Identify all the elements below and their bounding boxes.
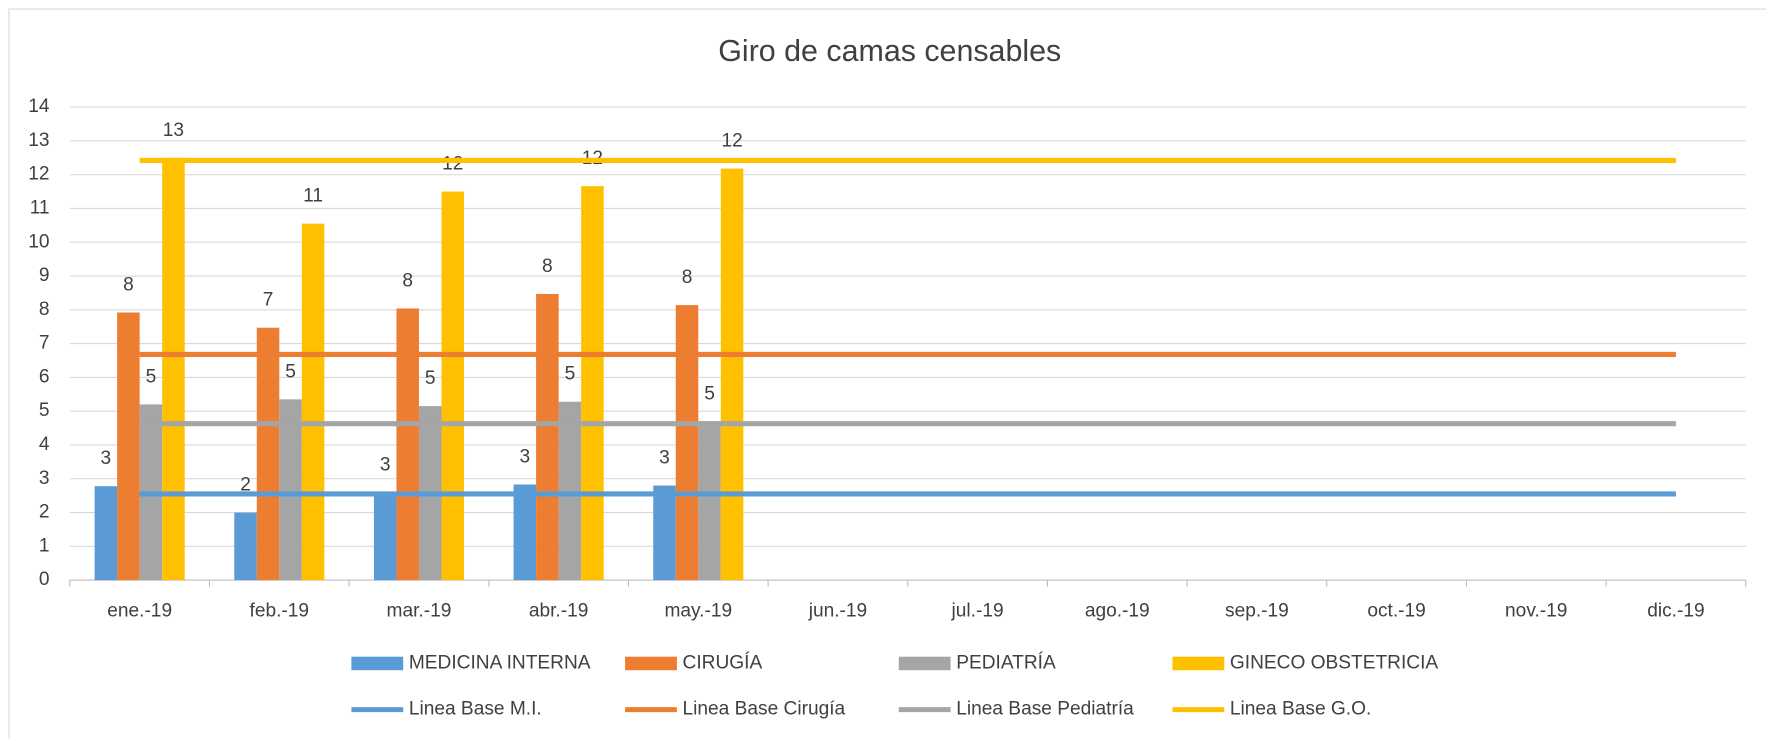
legend-label: Linea Base Pediatría xyxy=(956,699,1134,720)
x-tick-label: oct.-19 xyxy=(1367,601,1425,622)
data-label: 11 xyxy=(303,186,323,207)
bar xyxy=(94,486,118,581)
bar xyxy=(675,305,699,581)
data-label: 12 xyxy=(442,154,463,175)
data-label: 7 xyxy=(263,290,274,311)
bar xyxy=(558,401,582,581)
legend-label: GINECO OBSTETRICIA xyxy=(1230,653,1439,674)
x-tick-label: ene.-19 xyxy=(107,601,172,622)
bar xyxy=(698,421,721,581)
legend-label: Linea Base M.I. xyxy=(409,699,542,720)
legend-label: MEDICINA INTERNA xyxy=(409,653,591,674)
data-label: 8 xyxy=(542,256,553,277)
chart-title: Giro de camas censables xyxy=(718,34,1061,68)
bar xyxy=(396,308,419,581)
y-tick-label: 12 xyxy=(28,164,49,185)
y-tick-label: 5 xyxy=(39,400,50,421)
data-label: 13 xyxy=(163,120,184,141)
legend-swatch xyxy=(898,656,951,671)
y-tick-label: 14 xyxy=(28,96,50,117)
x-tick-label: dic.-19 xyxy=(1647,601,1704,622)
data-label: 3 xyxy=(659,448,670,469)
legend-swatch xyxy=(1172,656,1225,671)
bar xyxy=(234,512,257,581)
legend-label: Linea Base Cirugía xyxy=(683,699,846,720)
data-label: 5 xyxy=(285,361,296,382)
bar xyxy=(653,485,676,581)
data-label: 5 xyxy=(425,368,436,389)
data-label: 8 xyxy=(123,275,134,296)
bar xyxy=(581,186,604,581)
data-label: 2 xyxy=(240,475,251,496)
y-tick-label: 8 xyxy=(39,299,50,320)
data-label: 8 xyxy=(682,267,693,288)
x-tick-label: may.-19 xyxy=(664,601,732,622)
y-tick-label: 0 xyxy=(39,569,50,590)
y-tick-label: 4 xyxy=(39,434,50,455)
y-tick-label: 6 xyxy=(39,366,50,387)
data-label: 5 xyxy=(704,383,715,404)
y-tick-label: 7 xyxy=(39,333,50,354)
x-tick-label: sep.-19 xyxy=(1225,601,1289,622)
x-tick-label: mar.-19 xyxy=(387,601,452,622)
x-tick-label: ago.-19 xyxy=(1085,601,1150,622)
legend-label: PEDIATRÍA xyxy=(956,653,1056,674)
data-label: 8 xyxy=(402,270,413,291)
legend-label: CIRUGÍA xyxy=(683,653,763,674)
x-tick-label: feb.-19 xyxy=(250,601,310,622)
bar xyxy=(301,223,325,581)
y-tick-label: 3 xyxy=(39,468,50,489)
bar xyxy=(513,484,537,581)
bar xyxy=(373,492,397,581)
y-tick-label: 10 xyxy=(28,231,49,252)
data-label: 3 xyxy=(101,448,112,469)
bar xyxy=(720,168,744,581)
x-tick-label: jul.-19 xyxy=(951,601,1004,622)
legend-swatch xyxy=(351,656,404,671)
y-tick-label: 2 xyxy=(39,502,50,523)
legend-swatch xyxy=(625,656,677,671)
bar xyxy=(162,157,185,581)
y-tick-label: 13 xyxy=(28,130,49,151)
x-tick-label: abr.-19 xyxy=(529,601,589,622)
bar xyxy=(256,327,280,581)
y-tick-label: 1 xyxy=(39,535,50,556)
y-tick-label: 11 xyxy=(30,198,50,219)
bar xyxy=(536,293,559,581)
x-tick-label: jun.-19 xyxy=(808,601,867,622)
legend-label: Linea Base G.O. xyxy=(1230,699,1371,720)
data-label: 12 xyxy=(721,131,742,152)
x-tick-label: nov.-19 xyxy=(1505,601,1567,622)
data-label: 5 xyxy=(565,364,576,385)
bar xyxy=(117,312,140,581)
data-label: 3 xyxy=(380,454,391,475)
data-label: 3 xyxy=(520,447,531,468)
bar xyxy=(279,399,302,581)
bar xyxy=(441,191,465,581)
data-label: 5 xyxy=(146,366,157,387)
y-tick-label: 9 xyxy=(39,265,50,286)
